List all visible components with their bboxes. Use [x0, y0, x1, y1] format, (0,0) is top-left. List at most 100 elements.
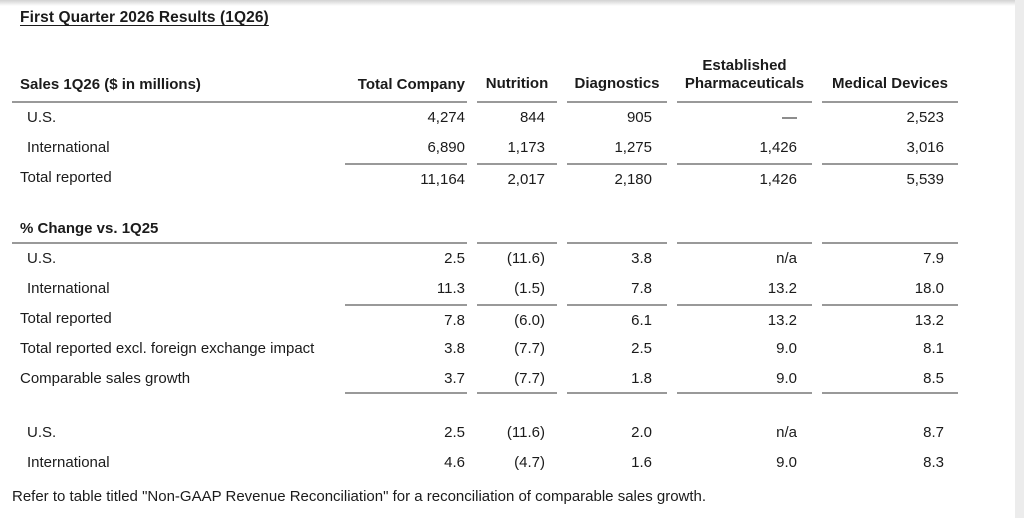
- empty-header-cell: [477, 214, 557, 244]
- table-row-total-excl-fx: Total reported excl. foreign exchange im…: [12, 334, 958, 364]
- sales-table-header-row: Sales 1Q26 ($ in millions) Total Company…: [12, 57, 958, 103]
- cell-value: 11.3: [436, 280, 465, 297]
- column-gap: [467, 57, 477, 103]
- scrollbar-track[interactable]: [1015, 0, 1024, 518]
- column-gap: [467, 274, 477, 304]
- column-gap: [467, 334, 477, 364]
- table-row-total-reported-change: Total reported 7.8 (6.0) 6.1 13.2 13.2: [12, 304, 958, 334]
- row-label: U.S.: [27, 109, 57, 126]
- row-label: Total reported: [20, 310, 112, 327]
- change-table-title: % Change vs. 1Q25: [12, 214, 345, 244]
- column-gap: [667, 133, 677, 163]
- column-gap: [557, 364, 567, 394]
- column-gap: [557, 214, 567, 244]
- cell-value: 2,523: [906, 109, 944, 126]
- cell-value: 1.8: [567, 364, 667, 394]
- column-header-nutrition: Nutrition: [477, 75, 557, 103]
- column-gap: [667, 163, 677, 193]
- column-gap: [812, 163, 822, 193]
- cell-value: 3.8: [444, 340, 465, 357]
- window-top-shadow: [0, 0, 1024, 6]
- column-gap: [467, 214, 477, 244]
- cell-value: 2,017: [477, 163, 557, 193]
- column-gap: [667, 103, 677, 133]
- cell-value: 4.6: [444, 454, 465, 471]
- column-gap: [557, 103, 567, 133]
- table-row-international-sales: International 6,890 1,173 1,275 1,426 3,…: [12, 133, 958, 163]
- table-row-comparable-sales-growth: Comparable sales growth 3.7 (7.7) 1.8 9.…: [12, 364, 958, 394]
- cell-value: 2.5: [444, 250, 465, 267]
- column-gap: [467, 163, 477, 193]
- cell-value: 13.2: [677, 304, 812, 334]
- empty-header-cell: [345, 214, 467, 244]
- footnote-text: Refer to table titled "Non-GAAP Revenue …: [12, 488, 707, 505]
- cell-value: 2.0: [631, 424, 652, 441]
- cell-value: 1,275: [614, 139, 652, 156]
- table-row-us-comparable: U.S. 2.5 (11.6) 2.0 n/a 8.7: [12, 418, 958, 448]
- cell-value: (4.7): [514, 454, 545, 471]
- cell-value: 2.5: [631, 340, 652, 357]
- column-gap: [557, 163, 567, 193]
- page-title: First Quarter 2026 Results (1Q26): [20, 9, 269, 26]
- empty-header-cell: [677, 214, 812, 244]
- column-gap: [467, 304, 477, 334]
- document-body: First Quarter 2026 Results (1Q26) Sales …: [12, 0, 958, 505]
- cell-value: 9.0: [776, 454, 797, 471]
- column-gap: [812, 57, 822, 103]
- column-header-diagnostics: Diagnostics: [567, 75, 667, 103]
- column-gap: [667, 304, 677, 334]
- empty-header-cell: [567, 214, 667, 244]
- cell-value: 2.5: [444, 424, 465, 441]
- column-gap: [467, 244, 477, 274]
- column-gap: [812, 244, 822, 274]
- cell-value: (1.5): [514, 280, 545, 297]
- cell-value: 3.8: [631, 250, 652, 267]
- cell-value: (7.7): [477, 364, 557, 394]
- column-gap: [812, 304, 822, 334]
- column-gap: [667, 364, 677, 394]
- cell-value: (7.7): [514, 340, 545, 357]
- column-gap: [812, 214, 822, 244]
- column-gap: [557, 334, 567, 364]
- row-label: Comparable sales growth: [20, 370, 191, 387]
- table-row-total-reported-sales: Total reported 11,164 2,017 2,180 1,426 …: [12, 163, 958, 193]
- column-header-established-pharmaceuticals: Established Pharmaceuticals: [677, 57, 812, 103]
- column-gap: [812, 334, 822, 364]
- cell-value: 1,426: [759, 139, 797, 156]
- cell-value: 2,180: [567, 163, 667, 193]
- column-gap: [812, 133, 822, 163]
- column-gap: [557, 133, 567, 163]
- row-label: Total reported: [20, 169, 112, 186]
- cell-value: 7.8: [631, 280, 652, 297]
- column-gap: [667, 448, 677, 478]
- column-gap: [557, 57, 567, 103]
- cell-value: 3.7: [345, 364, 467, 394]
- change-table-header-row: % Change vs. 1Q25: [12, 214, 958, 244]
- sales-table-title: Sales 1Q26 ($ in millions): [12, 76, 345, 103]
- cell-value: 11,164: [345, 163, 467, 193]
- column-gap: [667, 244, 677, 274]
- cell-value: —: [782, 109, 797, 126]
- cell-value: (11.6): [506, 250, 545, 267]
- column-gap: [667, 274, 677, 304]
- column-gap: [557, 244, 567, 274]
- cell-value: 7.9: [923, 250, 944, 267]
- column-gap: [667, 57, 677, 103]
- column-gap: [812, 448, 822, 478]
- column-gap: [812, 274, 822, 304]
- cell-value: 8.3: [923, 454, 944, 471]
- row-label: International: [27, 280, 110, 297]
- empty-header-cell: [822, 214, 958, 244]
- cell-value: 6,890: [427, 139, 465, 156]
- cell-value: 13.2: [767, 280, 797, 297]
- cell-value: 8.5: [822, 364, 958, 394]
- cell-value: (11.6): [506, 424, 545, 441]
- cell-value: 7.8: [345, 304, 467, 334]
- column-gap: [812, 418, 822, 448]
- column-gap: [667, 334, 677, 364]
- table-row-international-change: International 11.3 (1.5) 7.8 13.2 18.0: [12, 274, 958, 304]
- column-gap: [557, 418, 567, 448]
- column-gap: [812, 364, 822, 394]
- row-label: U.S.: [27, 424, 57, 441]
- row-label: Total reported excl. foreign exchange im…: [20, 340, 315, 357]
